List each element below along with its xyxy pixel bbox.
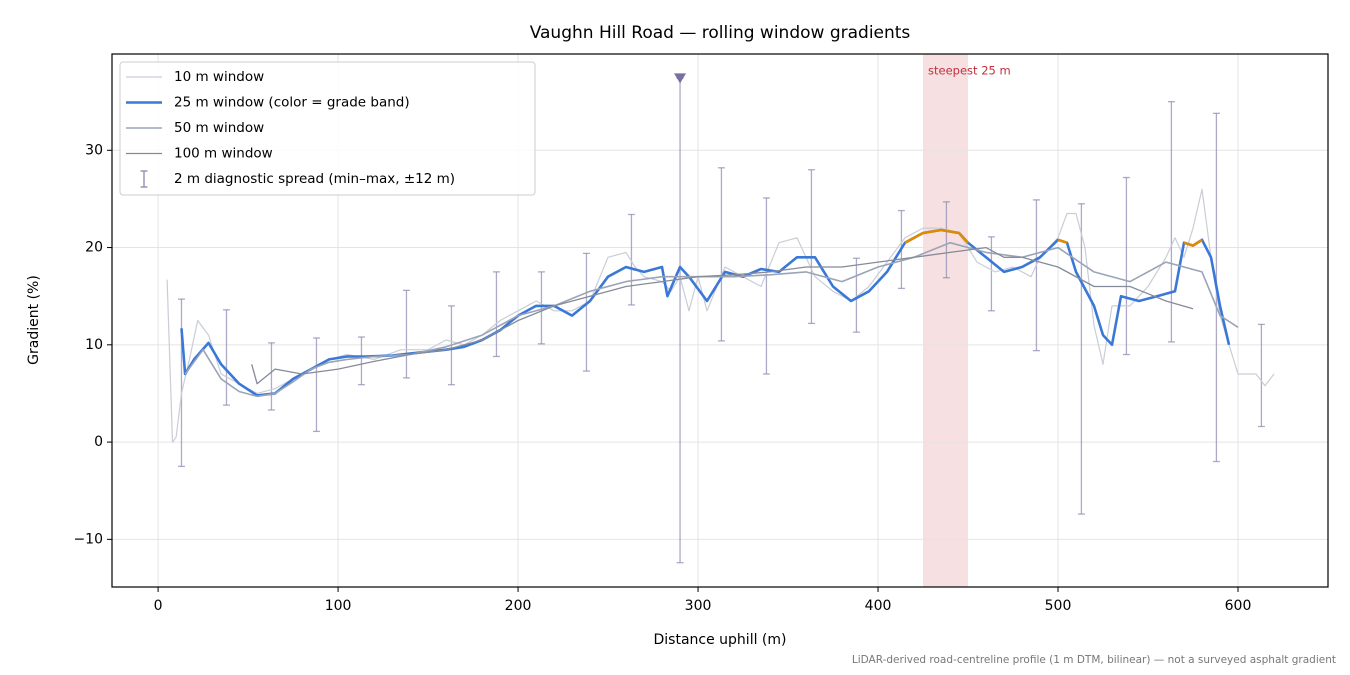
grade-band-line — [1057, 238, 1068, 244]
y-tick-label: 0 — [94, 434, 103, 450]
spread-bar — [357, 336, 365, 386]
spread-bar — [807, 169, 815, 325]
spread-bar — [717, 167, 725, 342]
x-axis-label: Distance uphill (m) — [654, 632, 787, 648]
spread-bar — [1032, 199, 1040, 352]
spread-bar — [852, 257, 860, 333]
legend-label: 2 m diagnostic spread (min–max, ±12 m) — [174, 171, 455, 187]
legend-box — [119, 61, 536, 196]
x-tick-label: 500 — [1045, 598, 1072, 614]
series-line — [184, 241, 1239, 398]
chart-title: Vaughn Hill Road — rolling window gradie… — [530, 23, 911, 43]
spread-bar — [177, 298, 185, 468]
footnote: LiDAR-derived road-centreline profile (1… — [852, 654, 1336, 666]
x-tick-label: 400 — [865, 598, 892, 614]
marker — [674, 73, 687, 84]
x-tick-label: 0 — [154, 598, 163, 614]
x-tick-label: 200 — [505, 598, 532, 614]
legend-swatch — [140, 170, 148, 188]
spread-bar — [402, 289, 410, 379]
spread-bar — [267, 342, 275, 411]
spread-bar — [676, 77, 684, 564]
spread-bar — [312, 337, 320, 433]
highlight-label: steepest 25 m — [928, 64, 1011, 78]
series-line — [180, 228, 1231, 397]
legend-label: 25 m window (color = grade band) — [174, 95, 410, 111]
spread-bar — [222, 309, 230, 406]
spread-bar — [582, 252, 590, 372]
highlight-band — [923, 54, 969, 587]
series-line — [166, 188, 1275, 443]
grade-band-line — [904, 228, 969, 244]
y-axis-label: Gradient (%) — [26, 275, 42, 365]
y-tick-label: 10 — [85, 337, 103, 353]
legend-label: 50 m window — [174, 120, 264, 136]
x-tick-label: 300 — [685, 598, 712, 614]
series-line — [251, 246, 1194, 385]
spread-bar — [987, 236, 995, 312]
spread-bar — [1167, 101, 1175, 343]
x-tick-label: 600 — [1225, 598, 1252, 614]
y-tick-label: 30 — [85, 142, 103, 158]
spread-bar — [1122, 176, 1130, 356]
spread-bar — [627, 213, 635, 306]
spread-bar — [537, 271, 545, 345]
spread-bar — [942, 201, 950, 279]
plot-frame — [111, 53, 1329, 588]
legend-label: 10 m window — [174, 69, 264, 85]
legend-label: 100 m window — [174, 146, 273, 162]
spread-bar — [1077, 203, 1085, 515]
spread-bar — [1257, 323, 1265, 428]
spread-bar — [762, 197, 770, 375]
grade-band-line — [1183, 238, 1203, 247]
x-tick-label: 100 — [325, 598, 352, 614]
legend: 10 m window 25 m window (color = grade ba… — [119, 61, 536, 196]
y-tick-label: −10 — [73, 531, 103, 547]
y-tick-label: 20 — [85, 240, 103, 256]
spread-bar — [492, 271, 500, 358]
